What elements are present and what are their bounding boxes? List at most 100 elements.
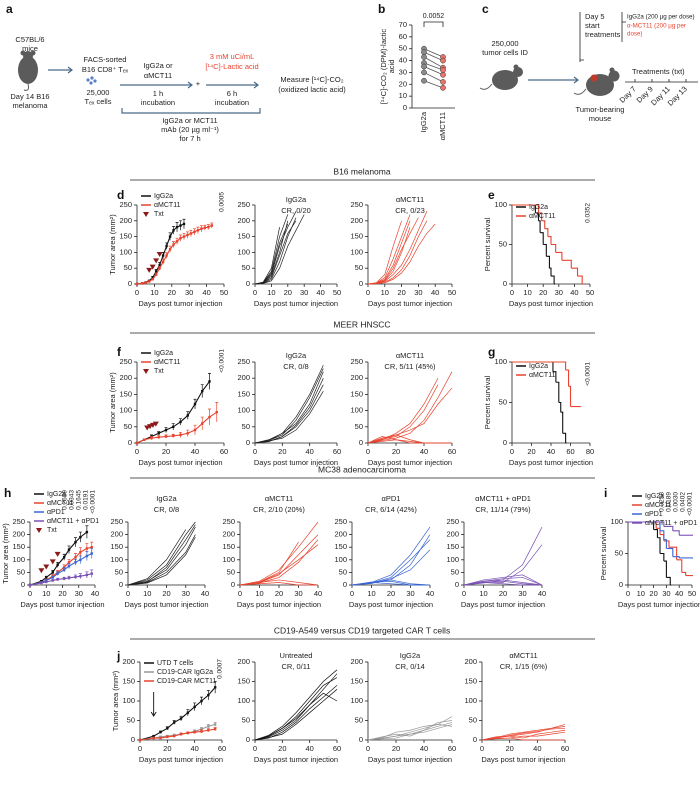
y-tick-label: 0 — [359, 735, 363, 744]
y-tick-label: 100 — [237, 696, 250, 705]
point — [193, 705, 196, 709]
point — [45, 576, 48, 579]
point — [135, 282, 139, 286]
point — [440, 84, 446, 91]
y-tick-label: 150 — [350, 676, 363, 685]
legend-swatch — [36, 528, 42, 533]
x-tick-label: 20 — [163, 744, 171, 753]
point — [85, 554, 89, 558]
x-tick-label: 20 — [162, 589, 170, 598]
y-tick-label: 50 — [242, 422, 250, 431]
y-tick-label: 50 — [127, 715, 135, 724]
y-tick-label: 0 — [403, 103, 407, 112]
y-tick-label: 50 — [451, 567, 459, 576]
point — [193, 230, 196, 234]
x-tick-label: 0 — [253, 288, 257, 297]
x-tick-label: 10 — [479, 589, 487, 598]
arrow — [120, 81, 193, 89]
tumor-line — [481, 727, 566, 741]
x-tick-label: 0 — [366, 288, 370, 297]
legend-label: CD19-CAR IgG2a — [157, 669, 213, 676]
point — [200, 227, 203, 230]
survival-step — [676, 559, 683, 573]
tumor-line — [367, 378, 439, 444]
x-tick-label: 20 — [278, 447, 286, 456]
x-tick-label: IgG2a — [419, 111, 428, 132]
y-tick-label: 0 — [503, 438, 507, 447]
label: [¹⁴C]-Lactic acid — [205, 62, 258, 71]
survival-step — [551, 275, 555, 284]
panel-label: d — [117, 188, 124, 202]
tumor-line — [463, 526, 543, 586]
tumor-line — [127, 529, 187, 586]
p-value: 0.0030 — [673, 492, 680, 512]
survival-step — [660, 534, 665, 541]
survival-step — [666, 547, 674, 557]
point — [193, 731, 196, 734]
survival-step — [565, 369, 570, 387]
panel-label: b — [378, 2, 385, 16]
survival-step — [552, 371, 557, 383]
y-axis-title: Percent survival — [599, 526, 608, 580]
label: start — [585, 21, 601, 30]
x-tick-label: 30 — [75, 589, 83, 598]
point — [166, 727, 169, 730]
y-tick-label: 100 — [122, 696, 135, 705]
y-tick-label: 50 — [17, 567, 25, 576]
y-tick-label: 0 — [131, 735, 135, 744]
growth-line — [136, 225, 213, 285]
legend-label: αPD1 — [47, 509, 65, 516]
legend-label: αMCT11 + αPD1 — [47, 518, 99, 525]
y-tick-label: 200 — [350, 657, 363, 666]
y-tick-label: 0 — [619, 580, 623, 589]
label: mice — [22, 44, 38, 53]
x-tick-label: 10 — [150, 288, 158, 297]
point — [85, 530, 89, 534]
x-tick-label: 0 — [253, 447, 257, 456]
y-tick-label: 250 — [350, 200, 363, 209]
tumor-line — [367, 720, 453, 741]
x-tick-label: 60 — [218, 744, 226, 753]
label: IgG2a or MCT11 — [162, 116, 217, 125]
tumor-line — [254, 365, 324, 444]
x-tick-label: 0 — [138, 744, 142, 753]
y-tick-label: 200 — [446, 530, 459, 539]
survival-step — [660, 552, 665, 562]
label: incubation — [141, 98, 175, 107]
legend-label: αMCT11 — [154, 202, 181, 209]
y-tick-label: 40 — [399, 56, 407, 65]
x-axis-title: Days post tumor injection — [368, 755, 452, 764]
tumor-line — [351, 526, 431, 586]
survival-step — [663, 539, 667, 549]
y-tick-label: 150 — [122, 676, 135, 685]
point — [67, 576, 71, 580]
x-tick-label: 30 — [300, 288, 308, 297]
survival-step — [558, 401, 562, 413]
tumor-line — [254, 669, 338, 741]
legend-label: Txt — [47, 527, 57, 534]
x-tick-label: 40 — [191, 447, 199, 456]
x-axis-title: Days post tumor injection — [368, 299, 452, 308]
y-tick-label: 50 — [355, 715, 363, 724]
x-axis-title: Days post tumor injection — [254, 458, 338, 467]
point — [179, 433, 182, 437]
y-tick-label: 150 — [334, 542, 347, 551]
x-tick-label: 0 — [238, 589, 242, 598]
point — [213, 723, 217, 726]
point — [161, 260, 165, 264]
p-value: <0.0001 — [219, 349, 226, 373]
point — [143, 438, 146, 441]
x-axis-title: Days post tumor injection — [138, 458, 222, 467]
label: Day 14 B16 — [10, 92, 49, 101]
x-tick-label: 0 — [253, 744, 257, 753]
y-tick-label: 100 — [494, 357, 507, 366]
growth-line — [136, 381, 210, 444]
p-value: <0.0001 — [90, 490, 97, 514]
survival-step — [628, 521, 665, 527]
y-tick-label: 150 — [119, 389, 132, 398]
label: 1 h — [153, 89, 163, 98]
point — [201, 389, 204, 393]
point — [179, 236, 182, 240]
panel-title: αMCT11 + αPD1 — [475, 494, 531, 503]
y-tick-label: 50 — [355, 422, 363, 431]
